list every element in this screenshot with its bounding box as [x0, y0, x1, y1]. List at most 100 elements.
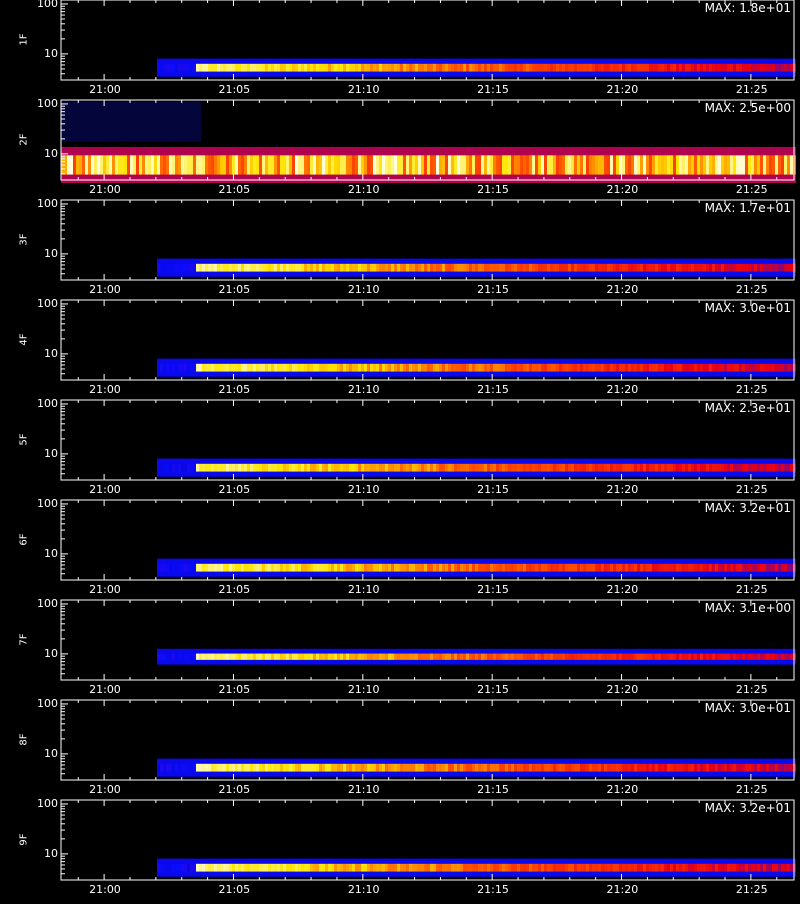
heat-cell [676, 463, 679, 472]
heat-cell [205, 263, 208, 272]
heat-cell [448, 653, 451, 660]
x-tick-label: 21:00 [89, 383, 121, 396]
heat-cell [703, 763, 706, 772]
heat-cell [736, 463, 739, 472]
heat-cell [343, 653, 346, 660]
heat-cell [652, 263, 655, 272]
heat-cell [565, 653, 568, 660]
heat-cell [604, 63, 607, 72]
heat-cell [583, 263, 586, 272]
heat-cell [382, 463, 385, 472]
heat-cell [454, 463, 457, 472]
heat-cell [298, 463, 301, 472]
heat-cell [85, 155, 88, 175]
heat-cell [730, 363, 733, 372]
heat-cell [757, 155, 760, 175]
heat-cell [556, 863, 559, 872]
heat-cell [436, 363, 439, 372]
heat-cell [298, 653, 301, 660]
heat-cell [733, 653, 736, 660]
heat-cell [277, 763, 280, 772]
heat-cell [580, 155, 583, 175]
plot-frame [60, 99, 795, 181]
heat-cell [724, 763, 727, 772]
heat-cell [574, 363, 577, 372]
heat-cell [301, 363, 304, 372]
heat-cell [586, 763, 589, 772]
heat-cell [667, 763, 670, 772]
heat-cell [157, 863, 160, 872]
heat-cell [373, 653, 376, 660]
heat-cell [349, 263, 352, 272]
heat-cell [721, 863, 724, 872]
heat-cell [214, 463, 217, 472]
heat-cell [322, 763, 325, 772]
heat-cell [712, 563, 715, 572]
heat-cell [517, 763, 520, 772]
heat-cell [241, 463, 244, 472]
heat-cell [517, 363, 520, 372]
heat-cell [331, 363, 334, 372]
x-tick-label: 21:00 [89, 283, 121, 296]
heat-cell [631, 155, 634, 175]
heat-cell [781, 763, 784, 772]
heat-cell [565, 263, 568, 272]
heat-cell [661, 263, 664, 272]
heat-cell [613, 653, 616, 660]
heat-cell [427, 563, 430, 572]
heat-cell [442, 155, 445, 175]
heat-cell [184, 863, 187, 872]
heat-cell [784, 463, 787, 472]
heat-cell [652, 763, 655, 772]
heat-cell [442, 763, 445, 772]
heat-cell [694, 563, 697, 572]
heat-cell [787, 363, 790, 372]
heat-cell [172, 863, 175, 872]
heat-cell [337, 653, 340, 660]
heat-cell [346, 263, 349, 272]
heat-cell [508, 363, 511, 372]
heat-cell [301, 155, 304, 175]
heat-cell [310, 63, 313, 72]
heat-cell [772, 653, 775, 660]
heat-cell [202, 563, 205, 572]
heat-cell [211, 763, 214, 772]
heat-cell [247, 363, 250, 372]
heat-cell [193, 463, 196, 472]
heat-cell [199, 463, 202, 472]
heat-cell [184, 63, 187, 72]
heat-cell [460, 653, 463, 660]
heat-cell [730, 763, 733, 772]
heat-cell [370, 363, 373, 372]
max-label: MAX: 3.0e+01 [704, 301, 791, 315]
heat-cell [499, 563, 502, 572]
heat-cell [700, 863, 703, 872]
heat-cell [727, 63, 730, 72]
heat-cell [649, 653, 652, 660]
heat-cell [631, 263, 634, 272]
heat-cell [694, 363, 697, 372]
heat-cell [448, 463, 451, 472]
heat-cell [277, 653, 280, 660]
heat-cell [511, 563, 514, 572]
heat-cell [418, 563, 421, 572]
heat-cell [739, 863, 742, 872]
heat-cell [604, 653, 607, 660]
heat-cell [337, 155, 340, 175]
heat-cell [421, 263, 424, 272]
heat-cell [70, 155, 73, 175]
heat-cell [214, 155, 217, 175]
heat-cell [667, 463, 670, 472]
heat-cell [328, 563, 331, 572]
heat-cell [193, 763, 196, 772]
heat-cell [295, 63, 298, 72]
x-tick-label: 21:15 [477, 683, 509, 696]
heat-cell [376, 653, 379, 660]
heat-cell [439, 763, 442, 772]
x-tick-label: 21:20 [606, 383, 639, 396]
heat-cell [376, 155, 379, 175]
heat-cell [391, 653, 394, 660]
heat-cell [688, 263, 691, 272]
heat-cell [295, 563, 298, 572]
heat-cell [235, 155, 238, 175]
